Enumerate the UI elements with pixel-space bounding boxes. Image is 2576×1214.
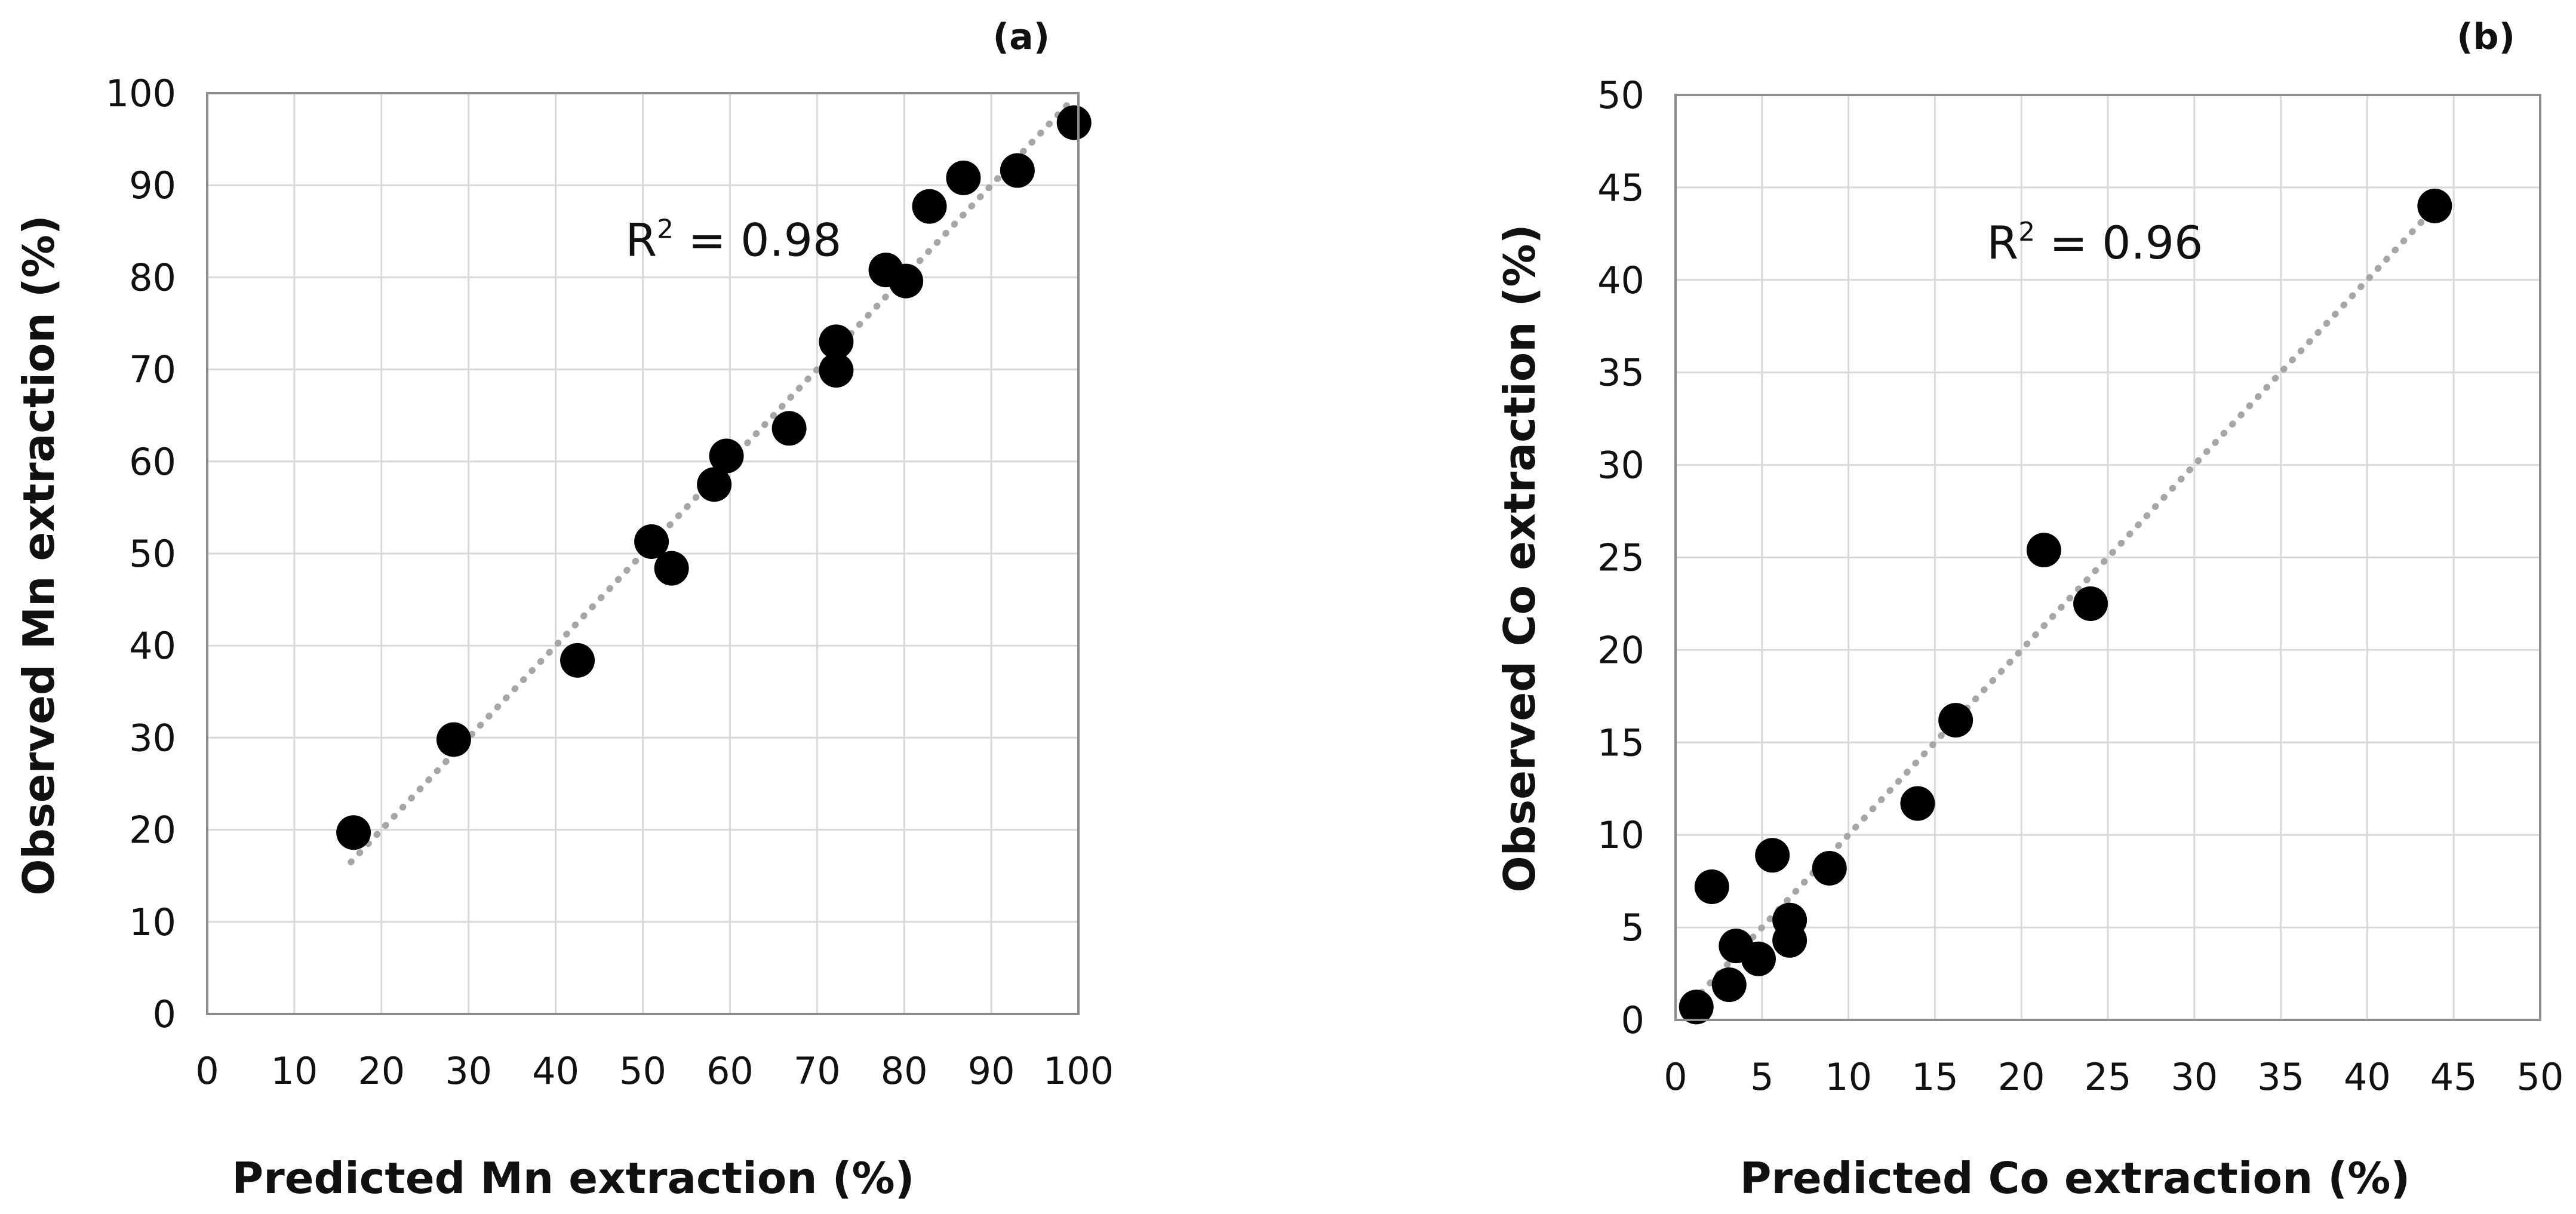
y-tick-label-a: 90 xyxy=(129,164,176,207)
chart-panel-b: (b) 0 5 10 15 20 25 30 35 40 45 50 0 5 10 15 20 25 30 35 4… xyxy=(1495,16,2563,1203)
x-tick-label-b: 0 xyxy=(1664,1055,1687,1099)
y-tick-label-a: 10 xyxy=(129,900,176,944)
data-point-a xyxy=(709,438,744,474)
x-tick-label-a: 20 xyxy=(358,1049,405,1093)
y-tick-labels-a: 0 10 20 30 40 50 60 70 80 90 100 xyxy=(106,72,176,1036)
r-superscript-a: 2 xyxy=(657,214,674,245)
data-point-a xyxy=(654,551,689,586)
data-point-a xyxy=(889,263,924,299)
data-point-b xyxy=(2026,533,2061,568)
x-tick-label-b: 30 xyxy=(2171,1055,2218,1099)
data-point-a xyxy=(1056,105,1092,140)
r-symbol-b: R xyxy=(1987,216,2018,269)
y-tick-labels-b: 0 5 10 15 20 25 30 35 40 45 50 xyxy=(1597,73,1644,1042)
y-tick-label-a: 70 xyxy=(129,348,176,392)
y-tick-label-b: 50 xyxy=(1597,73,1644,117)
y-tick-label-b: 25 xyxy=(1597,536,1644,580)
x-axis-title-a: Predicted Mn extraction (%) xyxy=(232,1153,914,1203)
x-tick-label-a: 30 xyxy=(445,1049,492,1093)
chart-panel-a: (a) 0 10 20 30 40 50 60 70 80 90 100 0 10 20 30 40 50 60… xyxy=(14,16,1114,1203)
points-a xyxy=(336,105,1092,850)
data-point-b xyxy=(2073,586,2108,621)
panel-label-a: (a) xyxy=(993,16,1050,58)
y-axis-title-b: Observed Co extraction (%) xyxy=(1495,225,1545,893)
data-point-a xyxy=(946,160,981,195)
y-tick-label-a: 100 xyxy=(106,72,176,115)
data-point-b xyxy=(2417,188,2452,223)
plot-frame-a xyxy=(206,92,1080,1015)
x-tick-label-a: 100 xyxy=(1043,1049,1114,1093)
x-tick-label-a: 40 xyxy=(532,1049,579,1093)
x-tick-label-b: 45 xyxy=(2430,1055,2477,1099)
data-point-a xyxy=(912,189,947,224)
y-tick-label-a: 30 xyxy=(129,716,176,760)
x-tick-label-a: 10 xyxy=(270,1049,318,1093)
y-tick-label-a: 50 xyxy=(129,532,176,576)
x-tick-label-b: 50 xyxy=(2517,1055,2564,1099)
x-tick-label-b: 25 xyxy=(2085,1055,2132,1099)
r-value-a: = 0.98 xyxy=(674,214,841,267)
y-tick-label-b: 30 xyxy=(1597,444,1644,487)
y-tick-label-b: 45 xyxy=(1597,166,1644,210)
data-point-b xyxy=(1900,786,1935,821)
data-point-a xyxy=(634,524,669,559)
data-point-a xyxy=(436,722,471,757)
trendline-b xyxy=(1689,202,2440,1005)
data-point-b xyxy=(1755,838,1790,873)
data-point-b xyxy=(1772,923,1807,958)
data-point-b xyxy=(1711,967,1747,1003)
y-tick-label-b: 5 xyxy=(1621,906,1644,949)
y-tick-label-a: 20 xyxy=(129,809,176,852)
data-point-a xyxy=(819,324,854,359)
x-tick-label-a: 0 xyxy=(195,1049,219,1093)
x-tick-label-a: 80 xyxy=(881,1049,928,1093)
y-tick-label-b: 15 xyxy=(1597,721,1644,764)
x-tick-label-a: 60 xyxy=(706,1049,754,1093)
points-b xyxy=(1679,188,2452,1025)
r-squared-annotation-b: R2 = 0.96 xyxy=(1987,216,2203,269)
x-tick-label-a: 50 xyxy=(619,1049,666,1093)
r-value-b: = 0.96 xyxy=(2035,216,2203,269)
x-tick-label-b: 15 xyxy=(1911,1055,1959,1099)
data-point-b xyxy=(1812,850,1847,886)
data-point-a xyxy=(1000,153,1035,188)
data-point-b xyxy=(1741,941,1776,976)
x-tick-labels-b: 0 5 10 15 20 25 30 35 40 45 50 xyxy=(1664,1055,2563,1099)
r-squared-annotation-a: R2 = 0.98 xyxy=(625,214,841,267)
y-tick-label-b: 0 xyxy=(1621,998,1644,1042)
data-point-b xyxy=(1679,989,1714,1025)
r-symbol-a: R xyxy=(625,214,657,267)
data-point-a xyxy=(819,353,854,388)
y-tick-label-a: 80 xyxy=(129,256,176,299)
data-point-a xyxy=(336,815,371,850)
x-tick-labels-a: 0 10 20 30 40 50 60 70 80 90 100 xyxy=(195,1049,1114,1093)
y-tick-label-b: 35 xyxy=(1597,351,1644,395)
data-point-a xyxy=(560,643,595,678)
data-point-a xyxy=(771,411,807,446)
x-tick-label-b: 10 xyxy=(1825,1055,1872,1099)
x-tick-label-b: 5 xyxy=(1750,1055,1773,1099)
data-point-a xyxy=(697,467,732,502)
y-axis-title-a: Observed Mn extraction (%) xyxy=(14,215,64,896)
x-tick-label-a: 90 xyxy=(968,1049,1015,1093)
y-tick-label-a: 40 xyxy=(129,624,176,668)
data-point-b xyxy=(1694,869,1729,904)
y-tick-label-b: 40 xyxy=(1597,259,1644,302)
r-superscript-b: 2 xyxy=(2018,217,2035,247)
y-tick-label-a: 60 xyxy=(129,440,176,484)
x-tick-label-b: 40 xyxy=(2344,1055,2391,1099)
panel-label-b: (b) xyxy=(2457,16,2515,58)
y-tick-label-b: 10 xyxy=(1597,813,1644,857)
x-tick-label-b: 35 xyxy=(2257,1055,2304,1099)
y-tick-label-a: 0 xyxy=(153,992,176,1036)
x-tick-label-a: 70 xyxy=(794,1049,841,1093)
y-tick-label-b: 20 xyxy=(1597,628,1644,672)
x-tick-label-b: 20 xyxy=(1998,1055,2045,1099)
plot-frame-b xyxy=(1674,94,2541,1021)
x-axis-title-b: Predicted Co extraction (%) xyxy=(1740,1153,2411,1203)
data-point-b xyxy=(1938,703,1974,738)
